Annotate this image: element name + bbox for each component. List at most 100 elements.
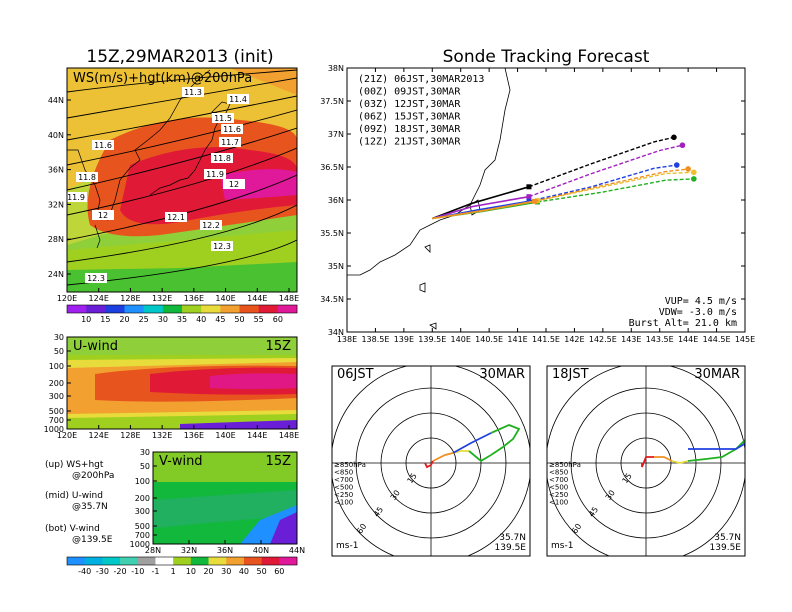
- colorbar-label: 50: [257, 567, 267, 576]
- hodograph-unit: ms-1: [336, 541, 358, 551]
- taiwan-coastline: [94, 224, 101, 249]
- colorbar-label: 60: [273, 315, 283, 324]
- u-wind-time: 15Z: [266, 339, 292, 354]
- colorbar-label: 20: [203, 567, 213, 576]
- v-level-label: 1000: [130, 540, 150, 549]
- colorbar-label: 10: [81, 315, 91, 324]
- contour-label-box: [204, 169, 226, 179]
- track-line-descent: [537, 178, 694, 203]
- track-line-descent: [528, 164, 677, 203]
- hodograph-trace: [490, 424, 521, 456]
- track-lon-label: 139.5E: [418, 335, 446, 344]
- track-lon-label: 139E: [394, 335, 414, 344]
- map-lon-label: 148E: [279, 294, 299, 303]
- contour-label-box: [211, 153, 233, 163]
- track-lat-label: 37N: [328, 130, 344, 139]
- hodograph-time: 18JST: [552, 367, 589, 382]
- colorbar-swatch: [155, 557, 174, 565]
- colorbar-frame: [66, 304, 298, 314]
- contour-label-box: [212, 113, 234, 123]
- hodograph-trace: [746, 433, 756, 443]
- v-level-label: 30: [140, 448, 150, 457]
- colorbar-label: 40: [196, 315, 206, 324]
- colorbar-swatch: [279, 557, 298, 565]
- landing-marker: [679, 142, 686, 149]
- u-level-label: 50: [54, 347, 64, 356]
- map-lon-ticks: 120E 124E 128E 132E 136E 140E 144E 148E: [57, 288, 299, 303]
- colorbar-label: 40: [239, 567, 249, 576]
- u-lon-ticks: 120E 124E 128E 132E 136E 140E 144E 148E: [57, 425, 299, 440]
- contour-label-box: [92, 140, 114, 150]
- map-band-green-dark: [67, 262, 297, 292]
- colorbar-swatch: [277, 305, 298, 313]
- contour-label-box: [85, 273, 107, 283]
- colorbar-label: 35: [177, 315, 187, 324]
- map-lon-label: 124E: [89, 294, 109, 303]
- landing-marker: [691, 176, 697, 182]
- hodograph-lat: 35.7N: [499, 533, 526, 543]
- hodograph-trace: [688, 442, 745, 450]
- v-wind-colorbar: -40 -30 -20 -10 -1 1 10 20 30 40 50 60: [66, 556, 298, 576]
- v-lat-label: 40N: [253, 546, 269, 555]
- colorbar-label: -1: [151, 567, 159, 576]
- colorbar-swatch: [173, 557, 192, 565]
- contour-label-box: [223, 179, 245, 189]
- track-legend: (21Z) 06JST,30MAR2013(00Z) 09JST,30MAR(0…: [358, 74, 484, 148]
- note-value: @200hPa: [72, 471, 114, 481]
- colorbar-label: 30: [221, 567, 231, 576]
- u-lon-label: 128E: [120, 431, 140, 440]
- track-line-descent: [528, 144, 683, 198]
- contour-label: 11.8: [213, 154, 231, 163]
- colorbar-swatch: [162, 305, 183, 313]
- v-lat-label: 44N: [289, 546, 305, 555]
- hodograph-trace: [468, 450, 492, 463]
- track-lon-label: 143.5E: [646, 335, 674, 344]
- map-lat-label: 28N: [48, 235, 64, 244]
- colorbar-label: 50: [234, 315, 244, 324]
- u-lon-label: 144E: [247, 431, 267, 440]
- colorbar-label: -30: [96, 567, 109, 576]
- colorbar-swatch: [102, 557, 121, 565]
- asia-coastline: [67, 69, 211, 221]
- map-lat-label: 44N: [48, 96, 64, 105]
- colorbar-swatch: [226, 557, 245, 565]
- u-wind-label: U-wind: [73, 339, 118, 354]
- hodograph-legend-entry: <700: [334, 476, 353, 484]
- colorbar-label: 60: [274, 567, 284, 576]
- contour-label-box: [165, 212, 187, 222]
- colorbar-swatch: [261, 557, 280, 565]
- wind-speed-colorbar: 10 15 20 25 30 35 40 45 50 55 60: [66, 304, 298, 324]
- contour-label-box: [211, 241, 233, 251]
- wind-speed-map-panel: 11.3 11.4 11.5 11.6 11.6 11.7 11.8 11.9 12 11.8 11…: [48, 67, 299, 324]
- track-legend-entry: (09Z) 18JST,30MAR: [358, 124, 461, 135]
- v-level-label: 200: [135, 494, 150, 503]
- v-level-label: 50: [140, 462, 150, 471]
- track-lon-label: 141E: [507, 335, 527, 344]
- map-lat-ticks: 44N 40N 36N 32N 28N 24N: [48, 96, 71, 279]
- colorbar-swatch: [67, 557, 85, 565]
- u-level-label: 200: [49, 379, 64, 388]
- colorbar-label: 55: [254, 315, 264, 324]
- contour-label: 11.8: [78, 173, 96, 182]
- v-level-label: 500: [135, 522, 150, 531]
- sonde-track-panel: 38N 37.5N 37N 36.5N 36N 35.5N 35N 34.5N 34N 138E…: [320, 64, 755, 344]
- u-level-label: 300: [49, 392, 64, 401]
- track-line-descent: [534, 168, 689, 203]
- colorbar-frame: [66, 556, 298, 566]
- u-lon-label: 148E: [279, 431, 299, 440]
- honshu-coastline: [347, 68, 511, 276]
- track-lat-label: 38N: [328, 64, 344, 73]
- contour-label: 11.5: [214, 114, 232, 123]
- hodograph-lon: 139.5E: [710, 543, 742, 553]
- colorbar-swatch: [258, 305, 279, 313]
- contour-label-box: [182, 87, 204, 97]
- hodograph-legend-entry: <850: [549, 469, 568, 477]
- contour-labels: 11.3 11.4 11.5 11.6 11.6 11.7 11.8 11.9 12 11.8 11…: [67, 87, 249, 283]
- map-lon-label: 132E: [152, 294, 172, 303]
- u-level-label: 30: [54, 333, 64, 342]
- map-lon-label: 144E: [247, 294, 267, 303]
- v-level-label: 300: [135, 507, 150, 516]
- colorbar-label: 30: [158, 315, 168, 324]
- v-lat-label: 36N: [217, 546, 233, 555]
